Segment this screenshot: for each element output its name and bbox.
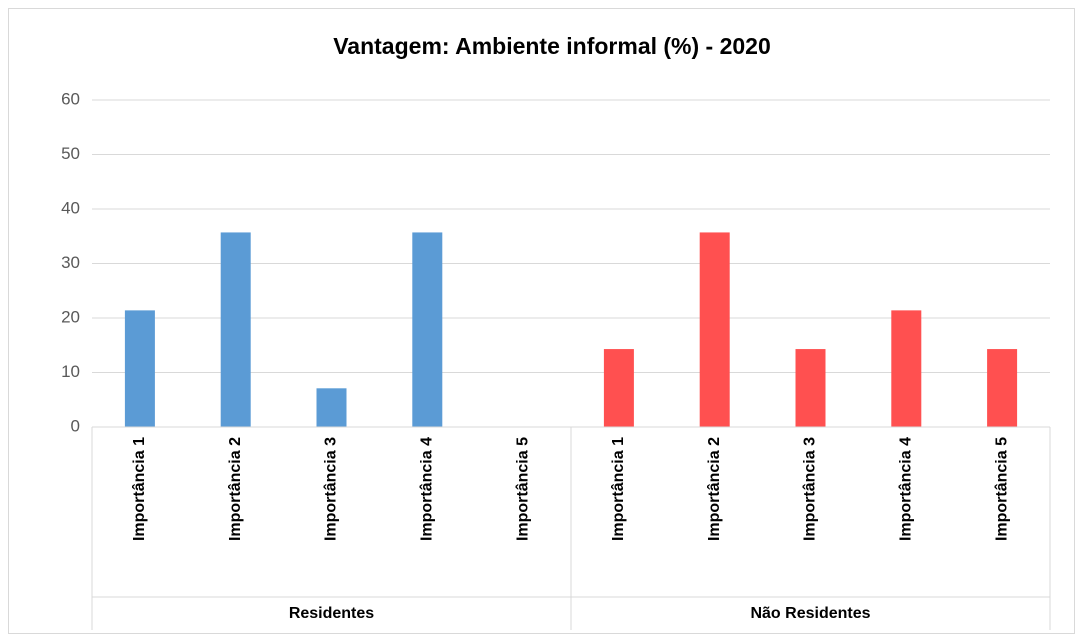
bar bbox=[987, 349, 1018, 427]
group-label: Residentes bbox=[289, 605, 374, 622]
y-tick-label: 30 bbox=[61, 253, 80, 272]
x-tick-label: Importância 3 bbox=[323, 437, 340, 541]
x-tick-label: Importância 2 bbox=[227, 437, 244, 541]
y-tick-label: 0 bbox=[71, 416, 80, 435]
bar bbox=[699, 232, 730, 427]
bar bbox=[891, 310, 922, 427]
x-tick-label: Importância 5 bbox=[514, 437, 531, 541]
y-tick-label: 40 bbox=[61, 198, 80, 217]
y-tick-label: 50 bbox=[61, 144, 80, 163]
y-tick-label: 60 bbox=[61, 89, 80, 108]
x-tick-label: Importância 2 bbox=[706, 437, 723, 541]
x-tick-label: Importância 4 bbox=[898, 437, 915, 541]
bar bbox=[795, 349, 826, 427]
x-tick-label: Importância 1 bbox=[610, 437, 627, 541]
y-tick-label: 10 bbox=[61, 362, 80, 381]
bar bbox=[124, 310, 155, 427]
x-tick-label: Importância 3 bbox=[802, 437, 819, 541]
chart-title: Vantagem: Ambiente informal (%) - 2020 bbox=[333, 33, 771, 59]
x-tick-label: Importância 4 bbox=[419, 437, 436, 541]
group-label: Não Residentes bbox=[750, 605, 870, 622]
bar bbox=[316, 388, 347, 427]
bar bbox=[603, 349, 634, 427]
bar bbox=[220, 232, 251, 427]
y-tick-label: 20 bbox=[61, 307, 80, 326]
x-tick-label: Importância 1 bbox=[131, 437, 148, 541]
bar bbox=[412, 232, 443, 427]
x-tick-label: Importância 5 bbox=[993, 437, 1010, 541]
